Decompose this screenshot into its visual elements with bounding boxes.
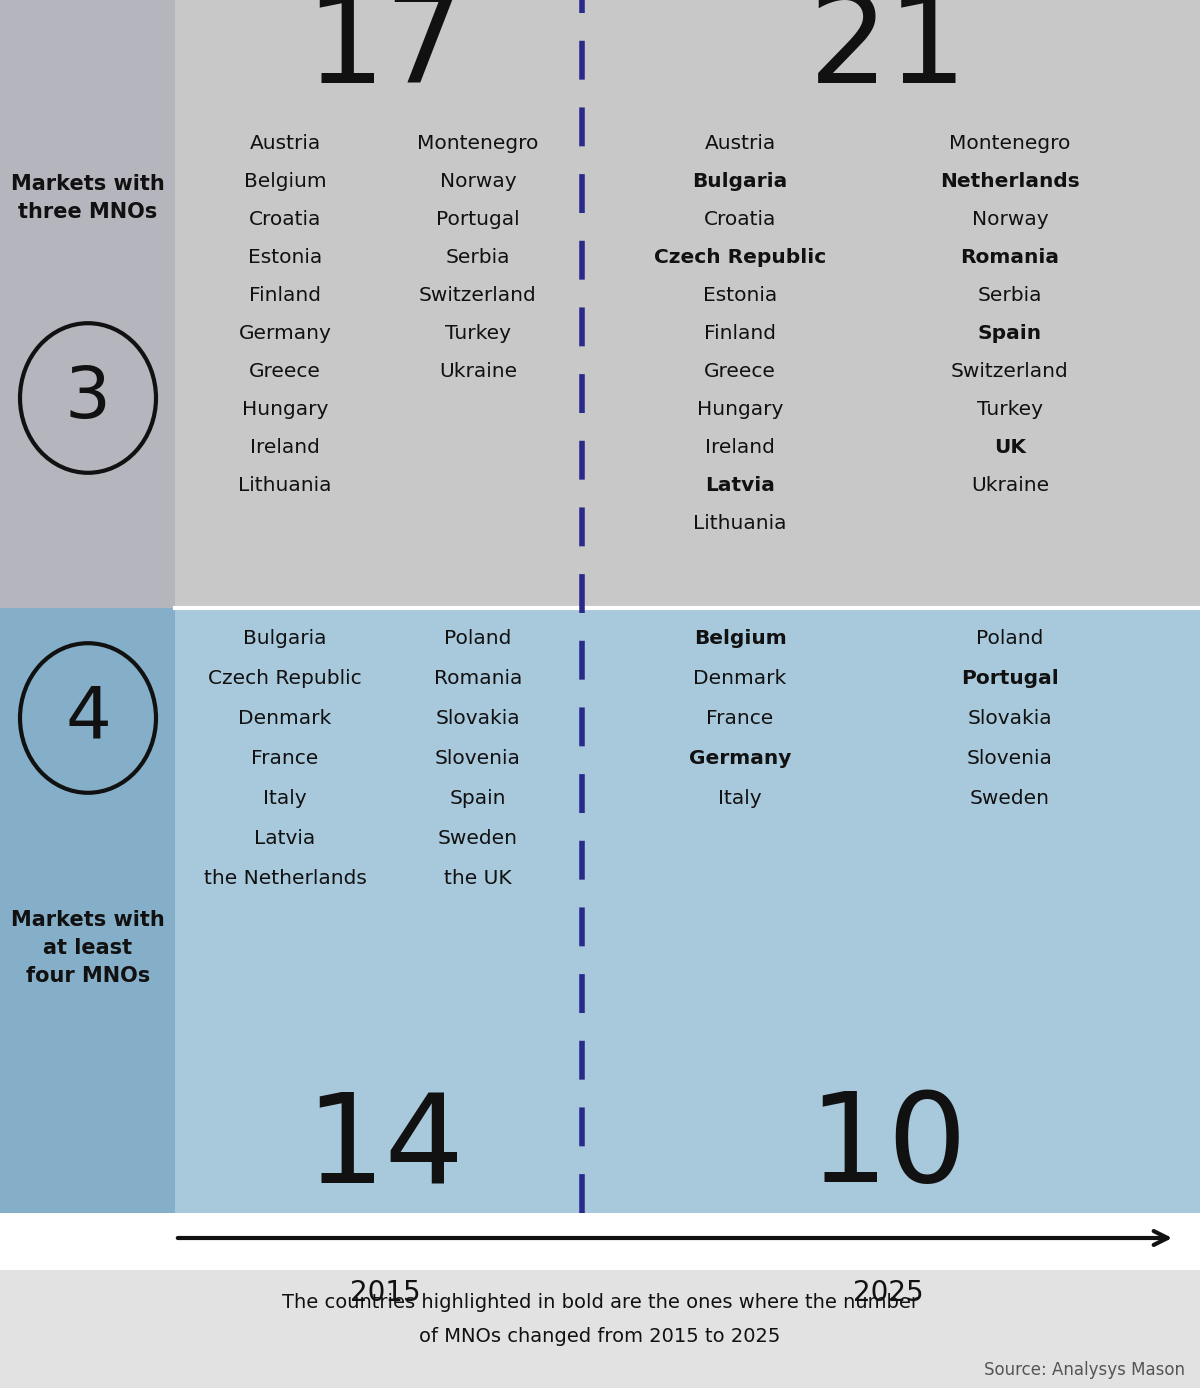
Text: Turkey: Turkey (977, 400, 1043, 419)
Text: Denmark: Denmark (239, 708, 331, 727)
Text: Netherlands: Netherlands (940, 172, 1080, 190)
Bar (0, 0, 175, 608)
Text: The countries highlighted in bold are the ones where the number: The countries highlighted in bold are th… (282, 1294, 918, 1313)
Text: Slovenia: Slovenia (967, 748, 1052, 768)
Bar (582, 0, 1200, 608)
Text: Finland: Finland (704, 323, 776, 343)
Text: Serbia: Serbia (978, 286, 1043, 304)
Text: Germany: Germany (689, 748, 791, 768)
Text: Romania: Romania (960, 247, 1060, 266)
Text: Belgium: Belgium (244, 172, 326, 190)
Text: Hungary: Hungary (697, 400, 784, 419)
Text: France: France (251, 748, 319, 768)
Text: Turkey: Turkey (445, 323, 511, 343)
Bar (582, 608, 1200, 1213)
Text: Estonia: Estonia (248, 247, 322, 266)
Text: 21: 21 (809, 0, 967, 108)
Text: Portugal: Portugal (436, 210, 520, 229)
Text: Ireland: Ireland (250, 437, 320, 457)
Text: Spain: Spain (978, 323, 1042, 343)
Text: Spain: Spain (450, 788, 506, 808)
Text: Slovakia: Slovakia (967, 708, 1052, 727)
Text: Greece: Greece (704, 361, 776, 380)
Text: Hungary: Hungary (242, 400, 328, 419)
Text: Slovakia: Slovakia (436, 708, 521, 727)
Text: Poland: Poland (977, 629, 1044, 647)
Bar (175, 608, 582, 1213)
Bar (0, 1270, 1200, 1388)
Bar (0, 1213, 1200, 1270)
Text: Ireland: Ireland (706, 437, 775, 457)
Text: 2015: 2015 (349, 1278, 420, 1307)
Text: Markets with
three MNOs: Markets with three MNOs (11, 174, 164, 222)
Text: Ukraine: Ukraine (971, 476, 1049, 494)
Text: Bulgaria: Bulgaria (692, 172, 787, 190)
Text: the UK: the UK (444, 869, 512, 887)
Text: Sweden: Sweden (438, 829, 518, 848)
Text: UK: UK (994, 437, 1026, 457)
Text: Latvia: Latvia (706, 476, 775, 494)
Text: Estonia: Estonia (703, 286, 778, 304)
Text: Romania: Romania (434, 669, 522, 687)
Text: Czech Republic: Czech Republic (208, 669, 362, 687)
Text: Croatia: Croatia (248, 210, 322, 229)
Text: Sweden: Sweden (970, 788, 1050, 808)
Text: Finland: Finland (250, 286, 322, 304)
Text: Bulgaria: Bulgaria (244, 629, 326, 647)
Text: Belgium: Belgium (694, 629, 786, 647)
Text: Austria: Austria (704, 133, 775, 153)
Text: Austria: Austria (250, 133, 320, 153)
Text: Greece: Greece (250, 361, 320, 380)
Text: Latvia: Latvia (254, 829, 316, 848)
Text: Slovenia: Slovenia (436, 748, 521, 768)
Text: of MNOs changed from 2015 to 2025: of MNOs changed from 2015 to 2025 (419, 1327, 781, 1345)
Text: Denmark: Denmark (694, 669, 787, 687)
Text: Croatia: Croatia (704, 210, 776, 229)
Text: Italy: Italy (718, 788, 762, 808)
Bar (0, 608, 175, 1213)
Text: Source: Analysys Mason: Source: Analysys Mason (984, 1362, 1186, 1380)
Bar (175, 0, 582, 608)
Text: the Netherlands: the Netherlands (204, 869, 366, 887)
Text: Serbia: Serbia (445, 247, 510, 266)
Text: Markets with
at least
four MNOs: Markets with at least four MNOs (11, 911, 164, 985)
Text: Ukraine: Ukraine (439, 361, 517, 380)
Text: Norway: Norway (439, 172, 516, 190)
Text: 4: 4 (65, 683, 110, 752)
Text: Italy: Italy (263, 788, 307, 808)
Text: 17: 17 (306, 0, 464, 108)
Text: 2025: 2025 (853, 1278, 923, 1307)
Text: 3: 3 (65, 364, 112, 433)
Text: Poland: Poland (444, 629, 511, 647)
Text: Lithuania: Lithuania (239, 476, 331, 494)
Text: Montenegro: Montenegro (949, 133, 1070, 153)
Text: France: France (707, 708, 774, 727)
Text: 10: 10 (809, 1088, 967, 1209)
Text: Montenegro: Montenegro (418, 133, 539, 153)
Text: Lithuania: Lithuania (694, 514, 787, 533)
Text: Switzerland: Switzerland (952, 361, 1069, 380)
Text: Switzerland: Switzerland (419, 286, 536, 304)
Text: 14: 14 (306, 1088, 464, 1209)
Text: Norway: Norway (972, 210, 1049, 229)
Text: Germany: Germany (239, 323, 331, 343)
Text: Czech Republic: Czech Republic (654, 247, 826, 266)
Text: Portugal: Portugal (961, 669, 1058, 687)
